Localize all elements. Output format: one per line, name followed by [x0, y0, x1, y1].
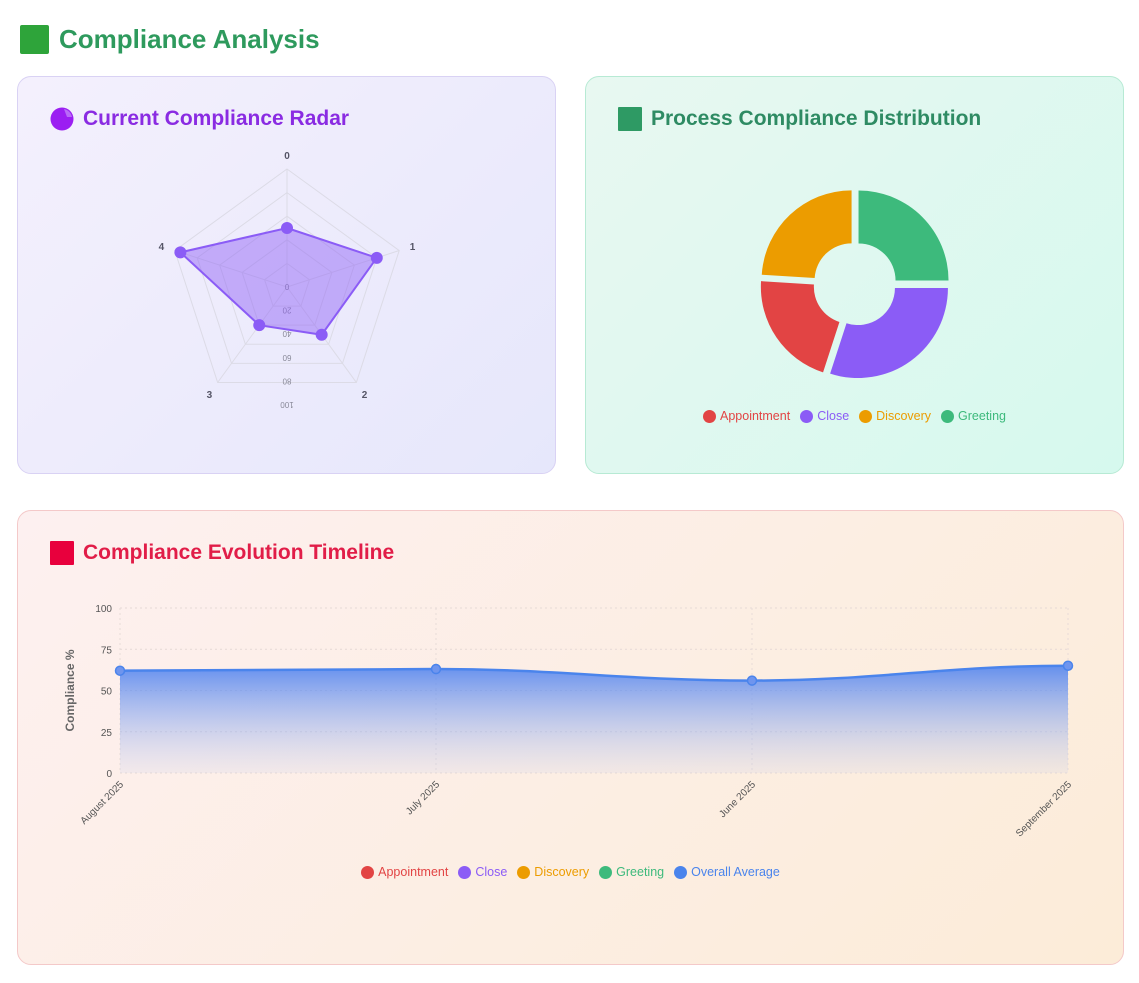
radar-axis-label: 3	[207, 390, 213, 401]
donut-legend: Appointment Close Discovery Greeting	[586, 409, 1123, 423]
radar-axis-label: 2	[362, 390, 368, 401]
y-tick-label: 0	[106, 769, 112, 780]
timeline-title-text: Compliance Evolution Timeline	[83, 541, 395, 564]
legend-dot-icon	[599, 865, 613, 879]
legend-dot-icon	[703, 409, 716, 423]
legend-dot-icon	[859, 409, 873, 423]
x-tick-label: June 2025	[717, 779, 758, 820]
legend-item-close[interactable]: Close	[458, 865, 507, 879]
series-point[interactable]	[1062, 660, 1074, 671]
legend-label: Greeting	[958, 409, 1006, 423]
timeline-panel: Compliance Evolution Timeline 0 25 50 75 100…	[17, 510, 1124, 965]
radar-point[interactable]	[174, 246, 187, 259]
radar-panel: Current Compliance Radar 0 20 40 60 80 100 0 1 2…	[17, 76, 556, 474]
radar-tick-label: 80	[282, 376, 291, 385]
legend-item-overall-average[interactable]: Overall Average	[674, 865, 780, 879]
radar-tick-label: 20	[282, 306, 291, 315]
legend-label: Discovery	[876, 409, 932, 423]
legend-item-close[interactable]: Close	[800, 409, 849, 423]
series-area	[120, 665, 1068, 773]
donut-slice-close[interactable]	[830, 288, 948, 379]
radar-tick-label: 40	[282, 329, 291, 338]
radar-point[interactable]	[370, 251, 383, 264]
radar-spoke	[217, 286, 288, 383]
radar-series-area	[178, 226, 379, 336]
y-axis-label: Compliance %	[63, 649, 77, 731]
page-title-text: Compliance Analysis	[59, 24, 320, 54]
donut-chart	[760, 190, 949, 379]
radar-point[interactable]	[315, 328, 328, 341]
radar-grid-ring	[196, 191, 378, 364]
radar-grid-ring	[219, 215, 355, 345]
radar-chart: 0 20 40 60 80 100 0 1 2 3 4	[159, 151, 416, 409]
legend-item-greeting[interactable]: Greeting	[941, 409, 1006, 423]
donut-slice-greeting[interactable]	[858, 190, 949, 281]
legend-dot-icon	[674, 865, 688, 879]
series-point[interactable]	[746, 675, 758, 686]
legend-dot-icon	[458, 865, 472, 879]
timeline-chart: 0 25 50 75 100 Compliance % August 2025 July 20…	[63, 604, 1074, 839]
radar-tick-label: 100	[280, 400, 294, 409]
page-title: Compliance Analysis	[20, 24, 320, 55]
y-tick-label: 50	[101, 687, 113, 698]
legend-label: Overall Average	[691, 865, 780, 879]
donut-slice-discovery[interactable]	[761, 190, 852, 279]
donut-title-text: Process Compliance Distribution	[651, 107, 982, 130]
radar-title-text: Current Compliance Radar	[83, 107, 350, 130]
radar-axis-label: 4	[159, 242, 165, 253]
legend-dot-icon	[941, 409, 955, 423]
legend-item-discovery[interactable]: Discovery	[859, 409, 931, 423]
legend-item-greeting[interactable]: Greeting	[599, 865, 664, 879]
radar-panel-title: Current Compliance Radar	[50, 107, 349, 131]
purple-circle-icon	[50, 107, 74, 131]
x-tick-label: July 2025	[404, 779, 442, 817]
radar-axis-label: 0	[284, 151, 290, 162]
radar-grid-ring	[241, 239, 333, 326]
teal-square-icon	[618, 107, 642, 131]
legend-label: Discovery	[534, 865, 590, 879]
radar-axis-label: 1	[410, 242, 416, 253]
legend-item-appointment[interactable]: Appointment	[361, 865, 448, 879]
radar-grid-ring	[263, 262, 311, 307]
radar-spoke	[174, 250, 288, 288]
radar-tick-label: 60	[282, 353, 291, 362]
timeline-legend: Appointment Close Discovery Greeting Overall…	[18, 865, 1123, 879]
legend-dot-icon	[800, 409, 814, 423]
legend-dot-icon	[361, 865, 375, 879]
donut-slice-appointment[interactable]	[760, 281, 840, 373]
donut-panel: Process Compliance Distribution Appointm…	[585, 76, 1124, 474]
series-line-overall-average	[119, 664, 1069, 682]
donut-panel-title: Process Compliance Distribution	[618, 107, 981, 131]
y-tick-label: 25	[101, 728, 113, 739]
series-point[interactable]	[430, 663, 442, 675]
legend-dot-icon	[517, 865, 531, 879]
radar-point[interactable]	[253, 319, 266, 332]
legend-item-discovery[interactable]: Discovery	[517, 865, 589, 879]
timeline-panel-title: Compliance Evolution Timeline	[50, 541, 394, 565]
red-square-icon	[50, 541, 74, 565]
y-tick-label: 100	[95, 604, 112, 615]
radar-tick-label: 0	[284, 282, 289, 291]
x-tick-label: August 2025	[79, 779, 127, 827]
legend-label: Greeting	[616, 865, 665, 879]
legend-label: Close	[475, 865, 508, 879]
y-tick-label: 75	[101, 645, 113, 656]
legend-label: Appointment	[720, 409, 791, 423]
legend-label: Close	[817, 409, 850, 423]
legend-item-appointment[interactable]: Appointment	[703, 409, 790, 423]
x-tick-label: September 2025	[1014, 779, 1074, 839]
series-point[interactable]	[114, 665, 126, 676]
legend-label: Appointment	[378, 865, 449, 879]
radar-point[interactable]	[281, 222, 293, 234]
green-square-icon	[20, 25, 49, 54]
radar-grid-ring	[174, 168, 400, 383]
